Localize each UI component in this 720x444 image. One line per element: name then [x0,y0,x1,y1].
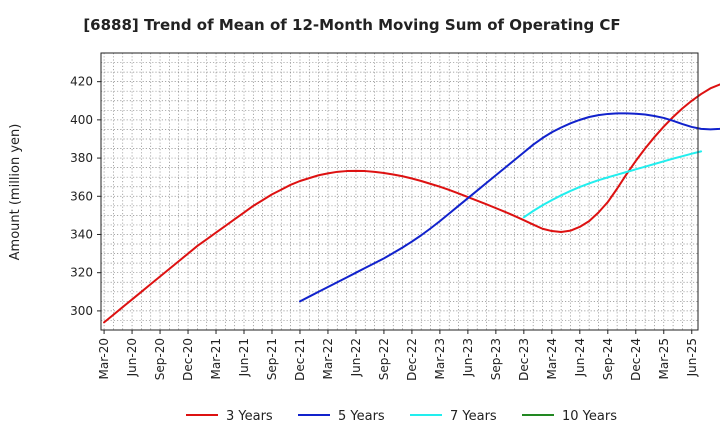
x-tick-label: Dec-21 [293,338,307,381]
y-tick-label: 300 [70,304,93,318]
y-tick-label: 420 [70,75,93,89]
x-axis-ticks: Mar-20 Jun-20 Sep-20 Dec-20 Mar-21 Jun-21 Sep-… [97,330,699,381]
y-tick-label: 320 [70,266,93,280]
x-tick-label: Mar-24 [545,338,559,379]
plot-frame [100,52,699,331]
x-tick-label: Mar-22 [321,338,335,379]
y-tick-label: 360 [70,189,93,203]
x-tick-label: Jun-23 [461,338,475,377]
x-tick-label: Mar-23 [433,338,447,379]
legend-label: 7 Years [450,409,497,424]
x-tick-label: Sep-24 [601,338,615,380]
x-tick-label: Jun-21 [237,338,251,377]
legend: 3 Years 5 Years 7 Years 10 Years [186,409,617,424]
series-line-7-years [522,150,703,219]
legend-label: 5 Years [338,409,385,424]
series-line-3-years [103,83,720,324]
series-line-5-years [298,112,720,303]
x-tick-label: Mar-21 [209,338,223,379]
series-lines [103,83,720,324]
legend-label: 10 Years [562,409,617,424]
x-tick-label: Sep-21 [265,338,279,380]
x-tick-label: Sep-20 [153,338,167,380]
x-tick-label: Dec-22 [405,338,419,381]
y-axis-label: Amount (million yen) [8,124,23,261]
chart-title: [6888] Trend of Mean of 12-Month Moving … [83,16,620,34]
x-tick-label: Jun-25 [685,338,699,377]
y-tick-label: 400 [70,113,93,127]
y-tick-label: 380 [70,151,93,165]
grid-lines [101,52,698,331]
x-tick-label: Jun-20 [125,338,139,377]
plot-area [101,53,698,330]
x-tick-label: Sep-22 [377,338,391,380]
x-tick-label: Sep-23 [489,338,503,380]
x-tick-label: Mar-25 [657,338,671,379]
x-tick-label: Dec-23 [517,338,531,381]
legend-label: 3 Years [226,409,273,424]
x-tick-label: Jun-22 [349,338,363,377]
x-tick-label: Dec-24 [629,338,643,381]
x-tick-label: Mar-20 [97,338,111,379]
x-tick-label: Dec-20 [181,338,195,381]
y-tick-label: 340 [70,227,93,241]
x-tick-label: Jun-24 [573,338,587,377]
y-axis-ticks: 300 320 340 360 380 400 420 [70,75,101,318]
